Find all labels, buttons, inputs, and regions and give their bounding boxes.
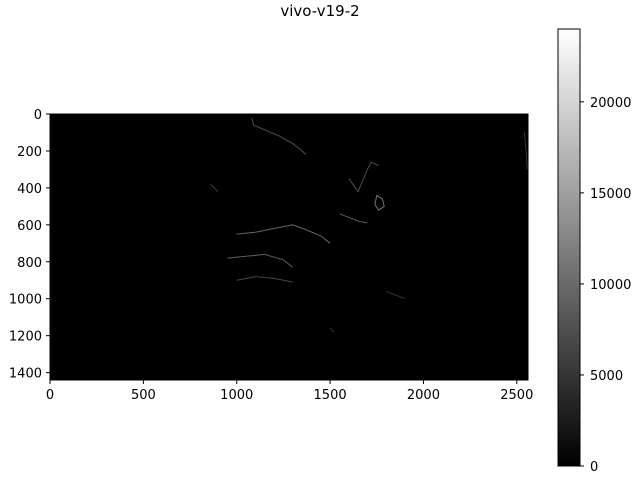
edge-trace-bottom-mark [329, 327, 335, 333]
edge-trace-left-mark [210, 183, 219, 192]
edge-trace-center-contour [236, 224, 331, 244]
y-axis: 0 200 400 600 800 1000 1200 1400 [9, 108, 50, 382]
y-tick-label-800: 800 [17, 256, 42, 271]
x-tick-label-2500: 2500 [500, 388, 533, 403]
edge-trace-lower-right-edge [385, 290, 405, 300]
edge-trace-right-upper-edge [348, 161, 379, 193]
y-tick-label-200: 200 [17, 145, 42, 160]
colorbar-tick-label-5000: 5000 [590, 369, 623, 384]
chart-title: vivo-v19-2 [280, 2, 359, 20]
edge-trace-far-right-edge [523, 132, 528, 170]
colorbar-tick-label-0: 0 [590, 460, 598, 475]
x-tick-label-1000: 1000 [220, 388, 253, 403]
colorbar-tick-label-10000: 10000 [590, 278, 631, 293]
colorbar: 0 5000 10000 15000 20000 [557, 28, 631, 475]
edge-trace-mid-right-edge [339, 213, 368, 224]
x-axis: 0 500 1000 1500 2000 2500 [46, 380, 533, 403]
heatmap-background [50, 114, 528, 380]
edge-trace-bottom-contour [236, 276, 293, 283]
x-tick-label-2000: 2000 [407, 388, 440, 403]
edge-trace-right-blob [374, 194, 385, 211]
x-tick-label-1500: 1500 [314, 388, 347, 403]
y-tick-label-400: 400 [17, 182, 42, 197]
y-tick-label-0: 0 [34, 108, 42, 123]
edge-trace-lower-left-contour [227, 253, 294, 268]
edge-trace-upper-center-edges [251, 117, 307, 155]
heatmap-image [49, 113, 529, 381]
colorbar-tick-label-20000: 20000 [590, 96, 631, 111]
y-tick-label-1400: 1400 [9, 367, 42, 382]
y-tick-label-1000: 1000 [9, 293, 42, 308]
y-tick-label-1200: 1200 [9, 330, 42, 345]
plot-frame [49, 113, 529, 381]
colorbar-gradient [557, 28, 581, 467]
x-tick-label-500: 500 [131, 388, 156, 403]
colorbar-tick-label-15000: 15000 [590, 187, 631, 202]
x-tick-label-0: 0 [46, 388, 54, 403]
y-tick-label-600: 600 [17, 219, 42, 234]
